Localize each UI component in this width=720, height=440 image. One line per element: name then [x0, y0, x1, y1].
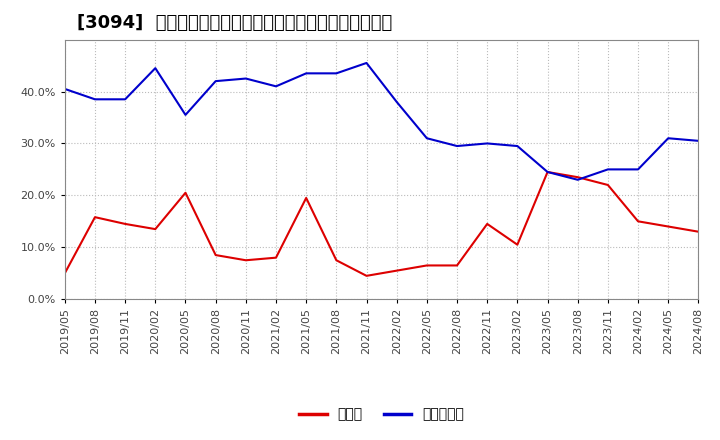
有利子負債	[271, 84, 280, 89]
現顔金	[543, 169, 552, 175]
有利子負債	[91, 97, 99, 102]
現顔金	[181, 190, 190, 195]
現顔金	[271, 255, 280, 260]
有利子負債	[212, 78, 220, 84]
有利子負債	[241, 76, 250, 81]
現顔金	[212, 253, 220, 258]
現顔金	[332, 258, 341, 263]
有利子負債	[151, 66, 160, 71]
有利子負債	[362, 60, 371, 66]
有利子負債	[483, 141, 492, 146]
有利子負債	[543, 169, 552, 175]
現顔金	[392, 268, 401, 273]
有利子負債	[603, 167, 612, 172]
現顔金	[513, 242, 522, 247]
現顔金	[573, 175, 582, 180]
現顔金	[362, 273, 371, 279]
現顔金	[423, 263, 431, 268]
有利子負債	[121, 97, 130, 102]
現顔金	[634, 219, 642, 224]
有利子負債	[513, 143, 522, 149]
現顔金	[302, 195, 310, 201]
有利子負債	[423, 136, 431, 141]
有利子負債	[573, 177, 582, 183]
現顔金	[664, 224, 672, 229]
有利子負債	[332, 71, 341, 76]
現顔金	[60, 271, 69, 276]
現顔金	[91, 215, 99, 220]
現顔金	[121, 221, 130, 227]
現顔金	[694, 229, 703, 235]
現顔金	[453, 263, 462, 268]
Legend: 現顔金, 有利子負債: 現顔金, 有利子負債	[293, 402, 470, 427]
有利子負債	[634, 167, 642, 172]
Line: 有利子負債: 有利子負債	[65, 63, 698, 180]
有利子負債	[60, 86, 69, 92]
Line: 現顔金: 現顔金	[65, 172, 698, 276]
現顔金	[603, 182, 612, 187]
有利子負債	[694, 138, 703, 143]
現顔金	[151, 227, 160, 232]
有利子負債	[302, 71, 310, 76]
有利子負債	[181, 112, 190, 117]
有利子負債	[392, 99, 401, 105]
Text: [3094]  現顔金、有利子負債の総資産に対する比率の推移: [3094] 現顔金、有利子負債の総資産に対する比率の推移	[78, 15, 392, 33]
有利子負債	[664, 136, 672, 141]
現顔金	[483, 221, 492, 227]
現顔金	[241, 258, 250, 263]
有利子負債	[453, 143, 462, 149]
